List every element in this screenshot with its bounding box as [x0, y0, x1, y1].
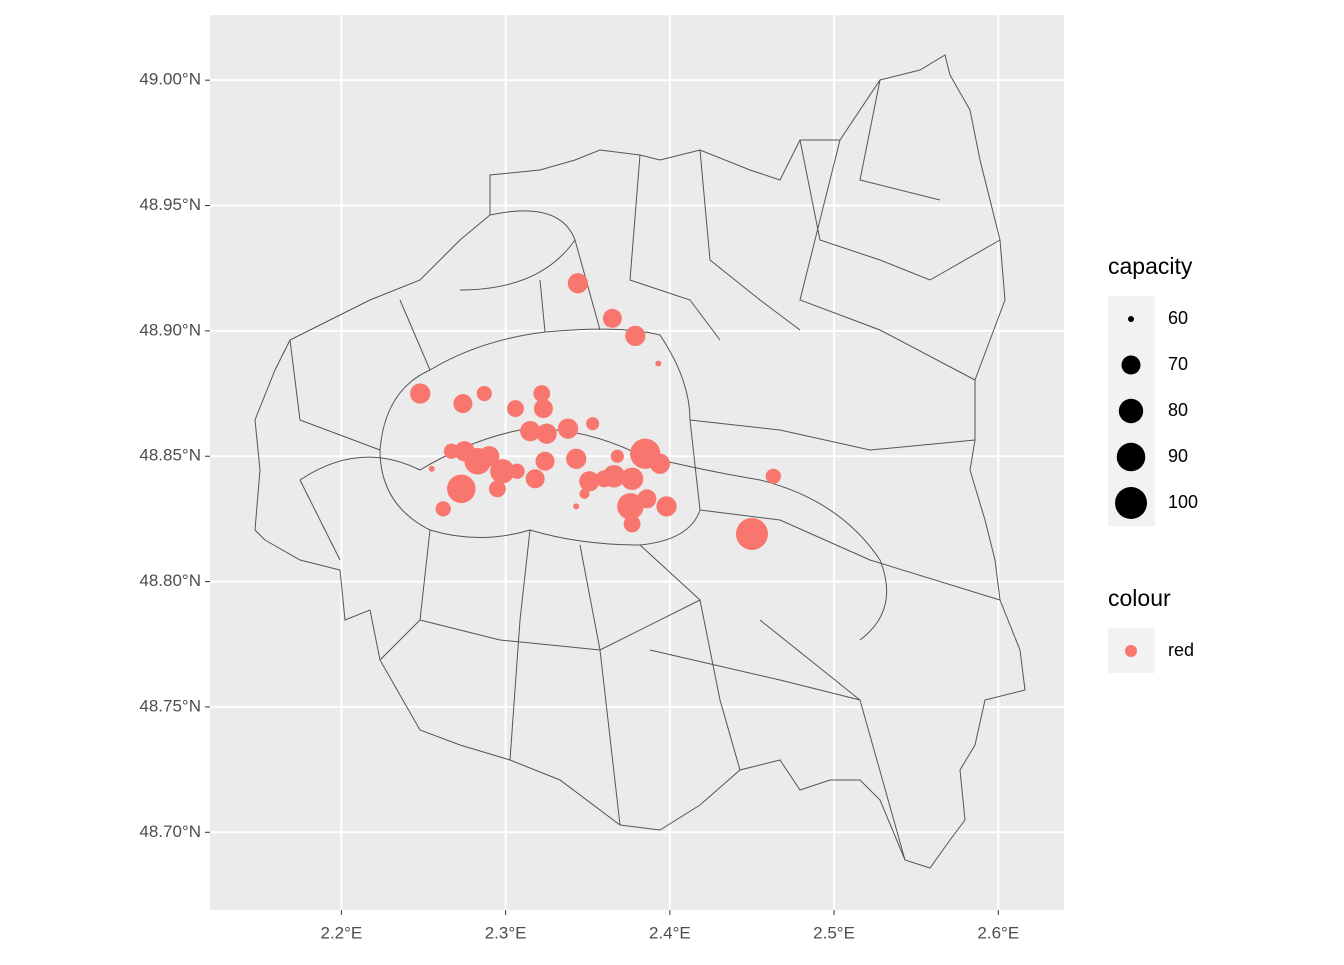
y-tick-label: 48.85°N: [139, 446, 201, 465]
point: [625, 325, 646, 347]
x-tick-label: 2.2°E: [320, 923, 362, 942]
point: [655, 360, 662, 367]
color-legend-title: colour: [1108, 585, 1171, 611]
point: [488, 480, 506, 498]
point: [535, 451, 555, 471]
point: [735, 517, 768, 550]
point: [428, 465, 435, 472]
size-legend-key: [1121, 355, 1141, 375]
y-tick-label: 48.70°N: [139, 822, 201, 841]
point: [490, 459, 515, 484]
size-legend-key: [1115, 487, 1147, 519]
point: [610, 449, 624, 463]
point: [617, 493, 644, 520]
inner-boundaries: [289, 79, 1001, 861]
point: [520, 421, 541, 442]
size-legend-label: 70: [1168, 354, 1188, 374]
size-legend-key: [1116, 442, 1146, 472]
y-tick-label: 48.80°N: [139, 571, 201, 590]
size-legend-label: 100: [1168, 492, 1198, 512]
points: [410, 273, 781, 550]
point: [586, 417, 600, 431]
point: [602, 308, 622, 328]
size-legend-label: 80: [1168, 400, 1188, 420]
point: [623, 515, 641, 533]
point: [509, 463, 525, 479]
point: [410, 383, 431, 404]
y-tick-label: 48.75°N: [139, 696, 201, 715]
point: [536, 423, 557, 444]
point: [656, 496, 677, 517]
point: [573, 503, 580, 510]
y-tick-label: 49.00°N: [139, 70, 201, 89]
point: [637, 489, 657, 509]
point: [435, 501, 451, 517]
size-legend-key: [1118, 398, 1144, 424]
point: [533, 399, 553, 419]
size-legend-title: capacity: [1108, 253, 1193, 279]
point: [525, 469, 545, 489]
outer-boundary: [254, 54, 1026, 869]
y-tick-label: 48.95°N: [139, 195, 201, 214]
x-tick-label: 2.6°E: [977, 923, 1019, 942]
point: [567, 273, 588, 294]
y-tick-label: 48.90°N: [139, 320, 201, 339]
point: [476, 385, 492, 402]
point: [649, 453, 671, 474]
point: [620, 467, 644, 491]
point: [479, 446, 500, 467]
x-tick-label: 2.4°E: [649, 923, 691, 942]
x-tick-label: 2.5°E: [813, 923, 855, 942]
x-tick-label: 2.3°E: [485, 923, 527, 942]
point: [453, 394, 473, 414]
point: [533, 385, 551, 402]
color-legend-key: [1125, 645, 1137, 657]
point: [566, 448, 587, 469]
size-legend-key: [1128, 316, 1134, 322]
size-legend-label: 60: [1168, 308, 1188, 328]
point: [765, 468, 781, 484]
point: [595, 470, 613, 488]
size-legend-label: 90: [1168, 446, 1188, 466]
point: [557, 418, 579, 439]
point: [579, 488, 590, 499]
point: [447, 474, 476, 504]
color-legend-label: red: [1168, 640, 1194, 660]
point: [579, 471, 600, 492]
paris-boundary: [379, 328, 701, 546]
point: [507, 400, 524, 418]
